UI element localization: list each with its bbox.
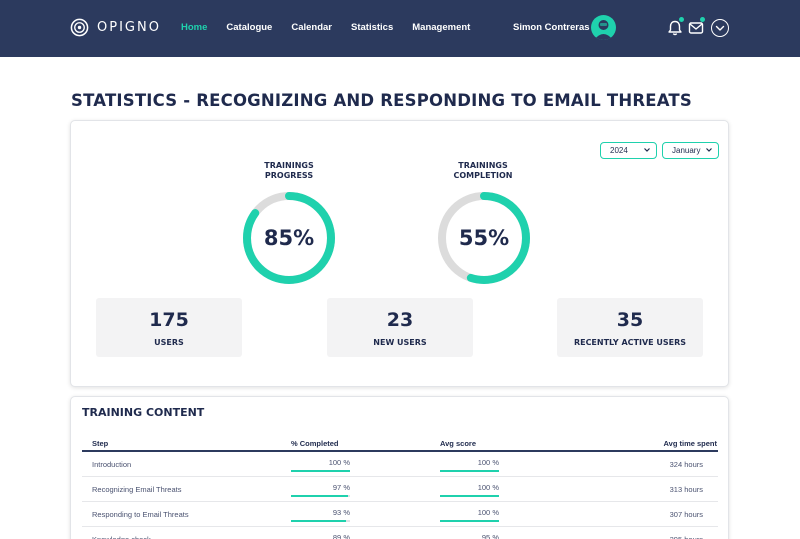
- bell-icon[interactable]: [666, 19, 684, 37]
- recently-active-users-label: RECENTLY ACTIVE USERS: [573, 338, 687, 347]
- score-value: 95 %: [481, 533, 499, 539]
- notification-badge: [679, 17, 684, 22]
- completed-cell: 100 %: [291, 452, 350, 477]
- time-spent: 295 hours: [670, 535, 703, 539]
- step-name: Knowledge check: [92, 535, 151, 539]
- year-select-value: 2024: [610, 146, 628, 155]
- chevron-down-icon: [715, 25, 725, 31]
- score-bar-fill: [440, 495, 499, 497]
- year-select[interactable]: 2024: [600, 142, 657, 159]
- gauge-title-line: PROGRESS: [264, 171, 314, 180]
- user-menu-toggle[interactable]: [711, 19, 729, 37]
- nav-management[interactable]: Management: [412, 22, 471, 33]
- month-select-value: January: [672, 146, 701, 155]
- completed-value: 93 %: [332, 508, 350, 517]
- column-header-step: Step: [92, 439, 109, 448]
- completed-bar-track: [291, 495, 350, 497]
- completed-cell: 93 %: [291, 502, 350, 527]
- top-nav-bar: OPIGNO Home Catalogue Calendar Statistic…: [0, 0, 800, 57]
- step-name: Introduction: [92, 460, 132, 469]
- training-content-card: TRAINING CONTENT Step % Completed Avg sc…: [70, 396, 729, 539]
- recently-active-users-stat-box: 35 RECENTLY ACTIVE USERS: [557, 298, 703, 357]
- mail-icon[interactable]: [687, 19, 705, 37]
- trainings-progress-title: TRAININGS PROGRESS: [229, 161, 349, 181]
- score-value: 100 %: [477, 508, 499, 517]
- score-bar-track: [440, 495, 499, 497]
- trainings-progress-gauge: 85%: [241, 190, 337, 286]
- completed-cell: 89 %: [291, 527, 350, 539]
- trainings-completion-gauge: 55%: [436, 190, 532, 286]
- month-select[interactable]: January: [662, 142, 719, 159]
- score-bar-track: [440, 470, 499, 472]
- time-spent: 307 hours: [669, 510, 703, 519]
- table-row: Responding to Email Threats 93 % 100 % 307 …: [82, 502, 718, 527]
- table-row: Recognizing Email Threats 97 % 100 % 313 ho…: [82, 477, 718, 502]
- gauge-title-line: TRAININGS: [458, 161, 508, 170]
- column-header-avg-time: Avg time spent: [663, 439, 717, 448]
- score-bar-fill: [440, 470, 499, 472]
- gauge-title-line: COMPLETION: [453, 171, 513, 180]
- score-cell: 100 %: [440, 502, 499, 527]
- table-header-divider: [82, 450, 718, 452]
- nav-home[interactable]: Home: [181, 22, 208, 33]
- user-avatar-icon: [594, 20, 613, 40]
- table-row: Knowledge check 89 % 95 % 295 hours: [82, 527, 718, 539]
- time-spent: 313 hours: [669, 485, 703, 494]
- avatar[interactable]: [591, 15, 616, 40]
- trainings-progress-value: 85%: [263, 226, 315, 250]
- score-bar-track: [440, 520, 499, 522]
- message-badge: [700, 17, 705, 22]
- chevron-down-icon: [644, 148, 650, 152]
- completed-bar-track: [291, 470, 350, 472]
- page-title: STATISTICS - RECOGNIZING AND RESPONDING …: [71, 91, 692, 110]
- score-cell: 100 %: [440, 477, 499, 502]
- step-name: Recognizing Email Threats: [92, 485, 182, 494]
- users-label: USERS: [154, 338, 184, 347]
- gauge-title-line: TRAININGS: [264, 161, 314, 170]
- new-users-count: 23: [386, 309, 414, 331]
- trainings-completion-title: TRAININGS COMPLETION: [423, 161, 543, 181]
- logo-icon: [70, 18, 89, 37]
- completed-bar-track: [291, 520, 350, 522]
- progress-ring: [243, 192, 335, 284]
- completed-value: 89 %: [332, 533, 350, 539]
- chevron-down-icon: [706, 148, 712, 152]
- opigno-logo[interactable]: OPIGNO: [70, 18, 161, 37]
- user-name[interactable]: Simon Contreras: [513, 22, 590, 33]
- nav-catalogue[interactable]: Catalogue: [226, 22, 273, 33]
- completed-cell: 97 %: [291, 477, 350, 502]
- statistics-card: 2024 January TRAININGS PROGRESS 85% TRAI…: [70, 120, 729, 387]
- trainings-completion-value: 55%: [458, 226, 510, 250]
- column-header-avg-score: Avg score: [440, 439, 476, 448]
- nav-calendar[interactable]: Calendar: [291, 22, 332, 33]
- progress-ring-fill: [243, 192, 335, 284]
- completed-bar-fill: [291, 495, 349, 497]
- completed-value: 100 %: [328, 458, 350, 467]
- table-row: Introduction 100 % 100 % 324 hours: [82, 452, 718, 477]
- users-stat-box: 175 USERS: [96, 298, 242, 357]
- score-value: 100 %: [477, 483, 499, 492]
- training-content-title: TRAINING CONTENT: [82, 406, 205, 419]
- completed-bar-fill: [291, 470, 350, 472]
- score-bar-fill: [440, 520, 499, 522]
- completion-ring: [438, 192, 530, 284]
- new-users-stat-box: 23 NEW USERS: [327, 298, 473, 357]
- column-header-completed: % Completed: [291, 439, 339, 448]
- users-count: 175: [149, 309, 189, 331]
- score-value: 100 %: [477, 458, 499, 467]
- step-name: Responding to Email Threats: [92, 510, 189, 519]
- completed-bar-fill: [291, 520, 346, 522]
- score-cell: 100 %: [440, 452, 499, 477]
- score-cell: 95 %: [440, 527, 499, 539]
- main-nav: Home Catalogue Calendar Statistics Manag…: [181, 22, 489, 33]
- completion-ring-fill: [438, 192, 530, 284]
- new-users-label: NEW USERS: [373, 338, 427, 347]
- completed-value: 97 %: [332, 483, 350, 492]
- nav-statistics[interactable]: Statistics: [351, 22, 394, 33]
- time-spent: 324 hours: [669, 460, 703, 469]
- recently-active-users-count: 35: [616, 309, 644, 331]
- logo-text: OPIGNO: [97, 20, 161, 35]
